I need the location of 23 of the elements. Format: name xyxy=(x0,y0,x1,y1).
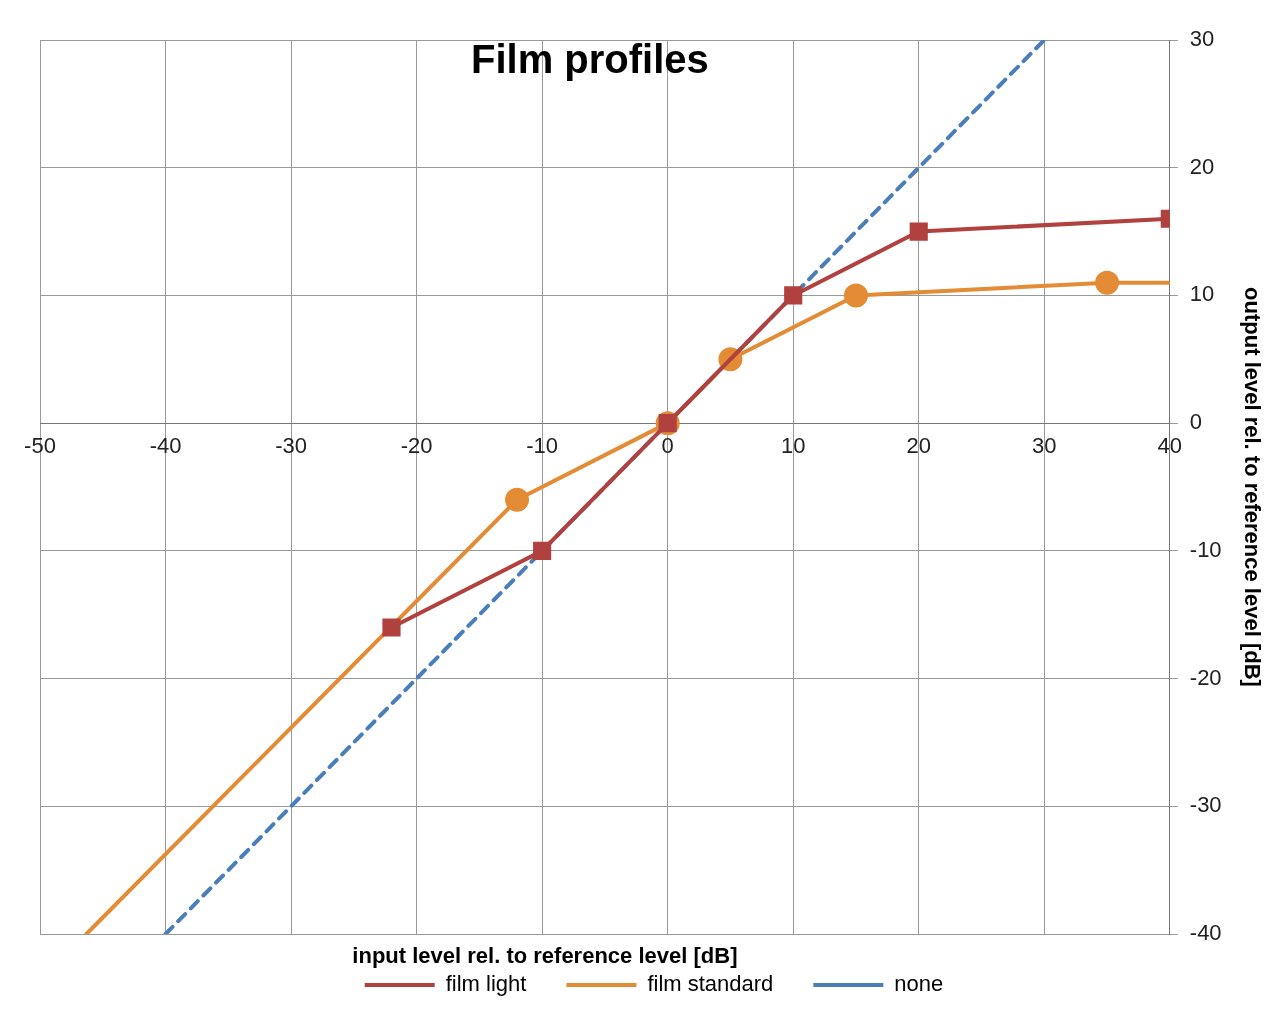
legend-label: film standard xyxy=(647,971,774,997)
y-tick-label: -20 xyxy=(1189,664,1222,690)
y-tick-label: 0 xyxy=(1189,409,1203,435)
y-tick-label: 20 xyxy=(1189,153,1215,179)
y-tick-label: -10 xyxy=(1189,536,1222,562)
y-tick-label: -30 xyxy=(1189,792,1222,818)
y-tick-label: 30 xyxy=(1189,26,1215,52)
y-axis-title: output level rel. to reference level [dB] xyxy=(1239,287,1265,687)
x-tick-label: -10 xyxy=(526,433,559,459)
y-tick-label: -40 xyxy=(1189,920,1222,946)
y-tick-label: 10 xyxy=(1189,281,1215,307)
x-tick-label: 30 xyxy=(1032,433,1057,459)
x-tick-label: -20 xyxy=(400,433,433,459)
legend-label: none xyxy=(894,971,944,997)
x-tick-label: 10 xyxy=(780,433,806,459)
chart-title: Film profiles xyxy=(471,37,709,82)
x-tick-label: -40 xyxy=(149,433,182,459)
x-axis-title: input level rel. to reference level [dB] xyxy=(352,943,738,969)
x-tick-label: 0 xyxy=(661,433,674,459)
x-tick-label: 20 xyxy=(906,433,931,459)
x-tick-label: -30 xyxy=(275,433,307,459)
legend-label: film light xyxy=(445,971,527,997)
x-tick-label: -50 xyxy=(24,433,56,459)
